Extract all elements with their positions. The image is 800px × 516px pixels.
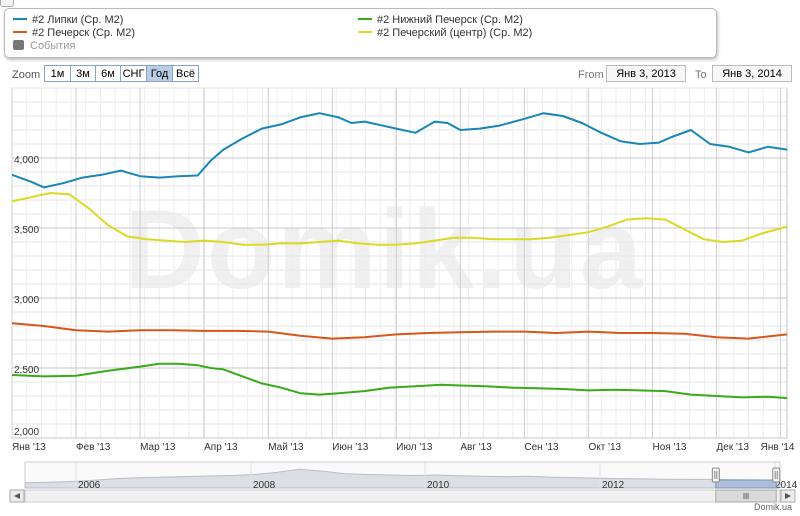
- y-tick-label: 4,000: [14, 155, 39, 166]
- navigator-year-label: 2014: [775, 480, 798, 491]
- legend-item-lipki[interactable]: #2 Липки (Ср. М2): [13, 13, 123, 27]
- y-tick-label: 3,000: [14, 295, 39, 306]
- navigator-handle-left[interactable]: [711, 467, 720, 483]
- scrollbar-track: [24, 489, 781, 503]
- to-date-input[interactable]: Янв 3, 2014: [712, 65, 792, 82]
- series-line-0: [11, 112, 788, 189]
- x-tick-label: Фев '13: [76, 442, 111, 453]
- x-tick-label: Янв '14: [761, 442, 795, 453]
- y-tick-label: 2,500: [14, 365, 39, 376]
- navigator-year-label: 2012: [602, 480, 625, 491]
- x-tick-label: Окт '13: [588, 442, 621, 453]
- zoom-1m-button[interactable]: 1м: [44, 65, 71, 82]
- navigator-window[interactable]: [715, 479, 777, 489]
- legend-box-icon: [13, 40, 24, 51]
- navigator-year-label: 2006: [78, 480, 101, 491]
- top-resize-handle[interactable]: [0, 0, 14, 7]
- watermark: Domik.ua: [123, 187, 645, 312]
- x-tick-label: Янв '13: [12, 442, 46, 453]
- navigator-series: [24, 468, 781, 489]
- legend: #2 Липки (Ср. М2) #2 Нижний Печерск (Ср.…: [4, 8, 717, 58]
- legend-label: События: [30, 40, 76, 52]
- series-line-2: [11, 322, 788, 340]
- legend-line-icon: [13, 18, 27, 21]
- x-tick-label: Сен '13: [524, 442, 559, 453]
- zoom-all-button[interactable]: Всё: [172, 65, 199, 82]
- legend-label: #2 Липки (Ср. М2): [32, 14, 124, 26]
- legend-line-icon: [13, 31, 27, 34]
- chevron-left-icon: [14, 493, 20, 499]
- chevron-right-icon: [785, 493, 791, 499]
- to-label: To: [695, 69, 707, 81]
- x-tick-label: Дек '13: [717, 442, 750, 453]
- zoom-year-button[interactable]: Год: [146, 65, 173, 82]
- x-tick-label: Июн '13: [332, 442, 368, 453]
- y-tick-label: 2,000: [14, 427, 39, 438]
- navigator-year-label: 2008: [253, 480, 276, 491]
- legend-label: #2 Нижний Печерск (Ср. М2): [377, 14, 523, 26]
- x-tick-label: Май '13: [268, 442, 304, 453]
- legend-item-pechersk[interactable]: #2 Печерск (Ср. М2): [13, 26, 135, 40]
- x-tick-label: Ноя '13: [652, 442, 686, 453]
- series-line-1: [11, 362, 788, 400]
- legend-line-icon: [358, 31, 372, 34]
- legend-item-events[interactable]: События: [13, 39, 75, 53]
- navigator-year-label: 2010: [427, 480, 450, 491]
- x-tick-label: Апр '13: [204, 442, 238, 453]
- credit-label: Domik.ua: [753, 502, 792, 512]
- navigator-handle-right[interactable]: [772, 467, 781, 483]
- x-tick-label: Мар '13: [140, 442, 176, 453]
- x-tick-label: Авг '13: [460, 442, 492, 453]
- legend-item-pecherskiy-center[interactable]: #2 Печерский (центр) (Ср. М2): [358, 26, 532, 40]
- from-date-input[interactable]: Янв 3, 2013: [606, 65, 686, 82]
- y-tick-label: 3,500: [14, 225, 39, 236]
- legend-label: #2 Печерск (Ср. М2): [32, 27, 136, 39]
- zoom-label: Zoom: [12, 69, 41, 81]
- legend-line-icon: [358, 18, 372, 21]
- legend-label: #2 Печерский (центр) (Ср. М2): [377, 27, 533, 39]
- series-line-3: [11, 192, 788, 246]
- from-label: From: [578, 69, 604, 81]
- plot-area: [11, 87, 788, 439]
- x-tick-label: Июл '13: [396, 442, 433, 453]
- legend-item-nizhniy-pechersk[interactable]: #2 Нижний Печерск (Ср. М2): [358, 13, 523, 27]
